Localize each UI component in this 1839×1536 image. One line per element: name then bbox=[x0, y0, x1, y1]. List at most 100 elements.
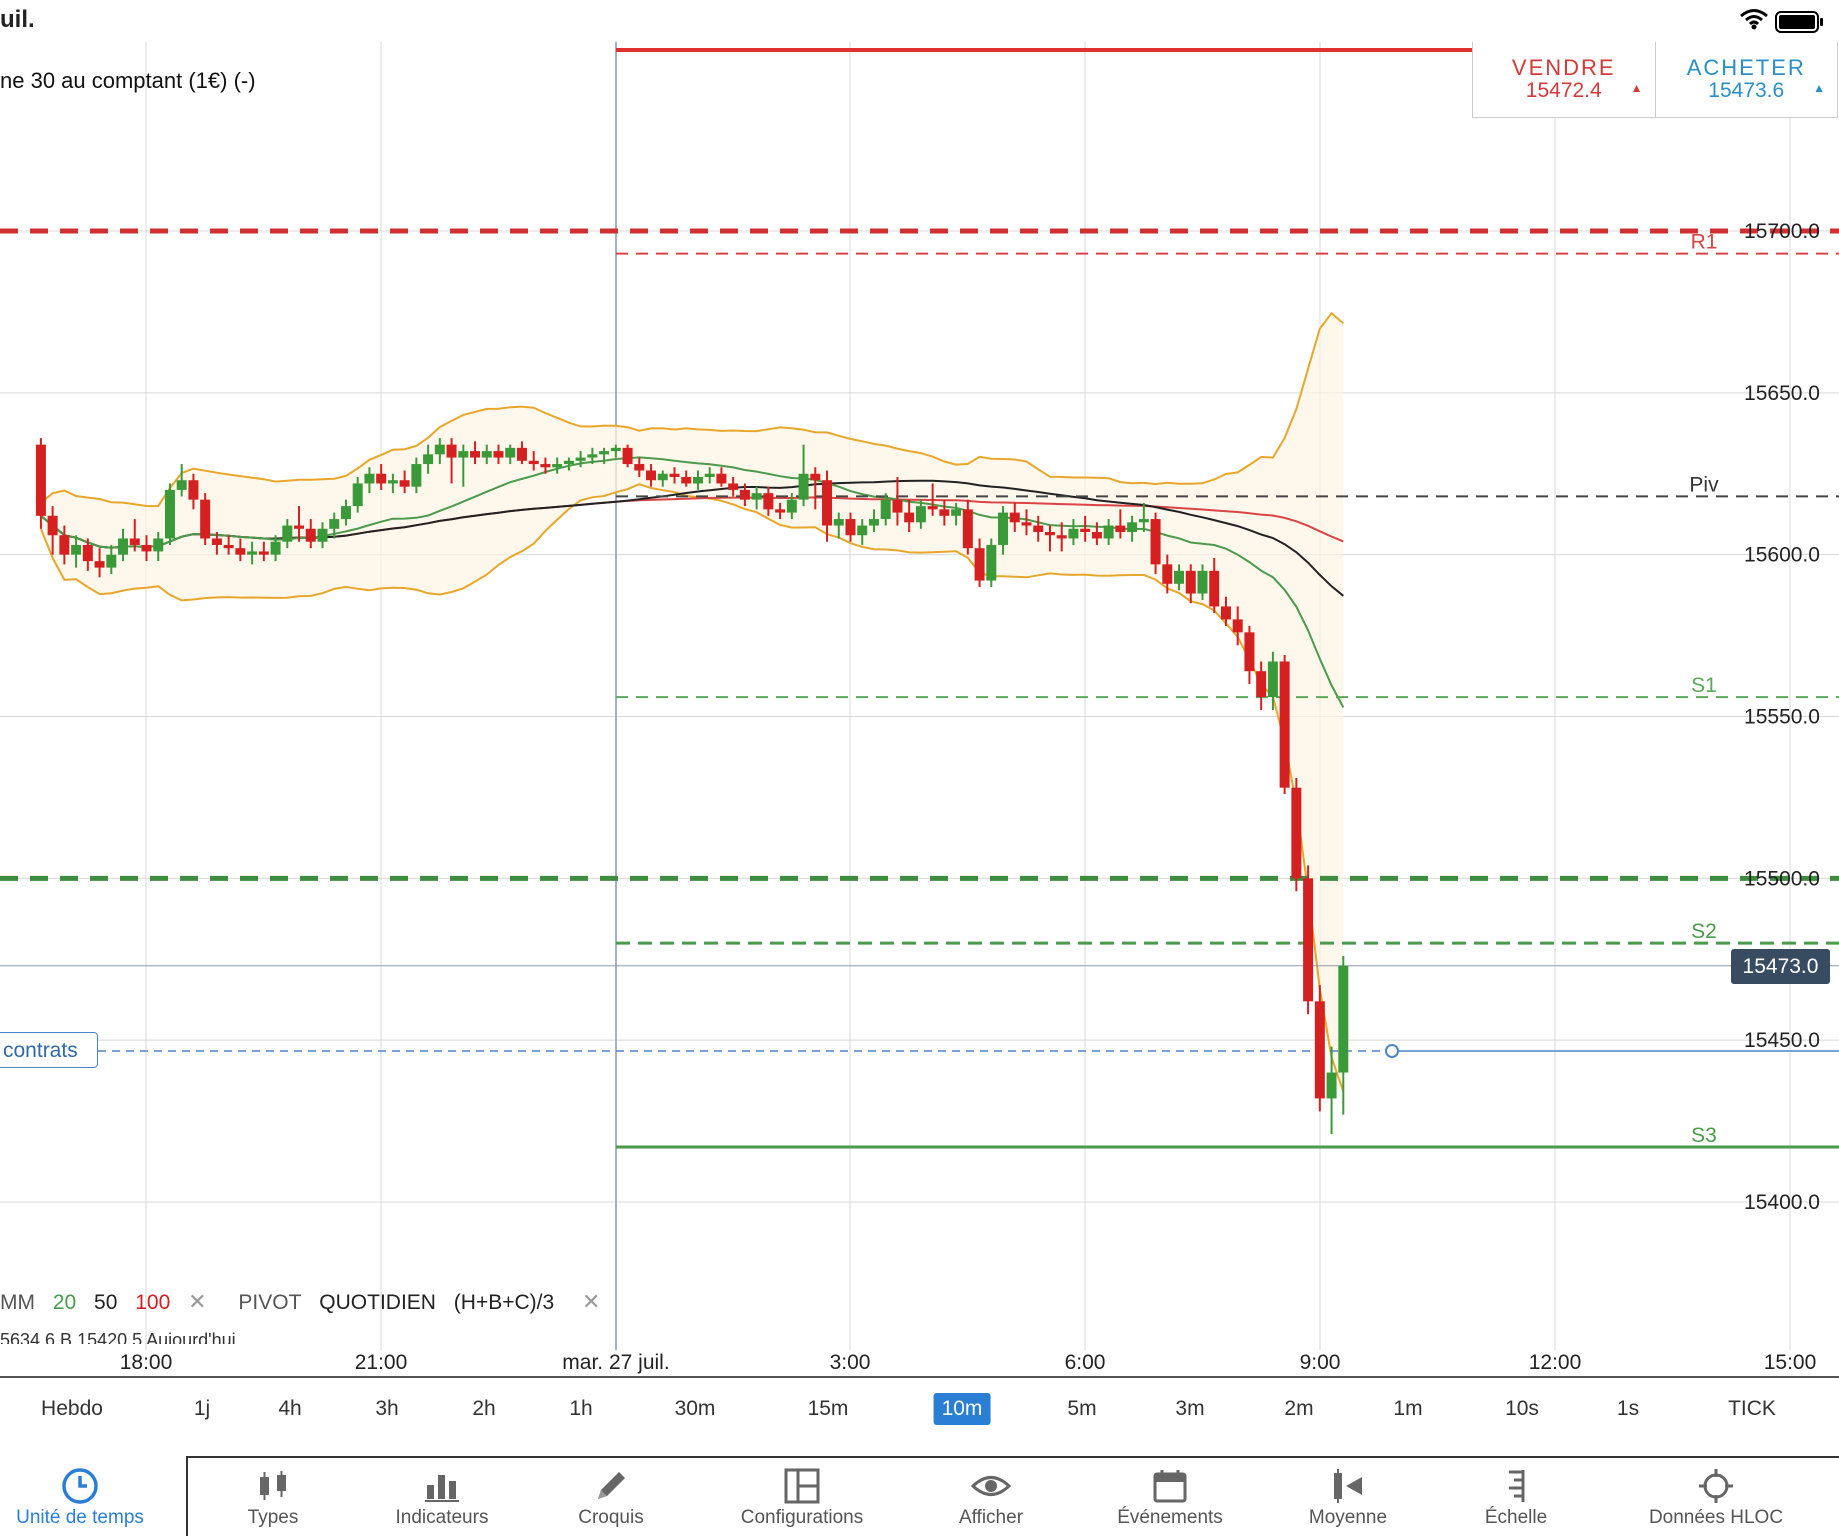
candle bbox=[1232, 606, 1243, 646]
buy-label: ACHETER bbox=[1686, 55, 1806, 80]
hloc-legend-row: 5634.6 B 15420.5 Aujourd'hui bbox=[0, 1330, 236, 1344]
battery-icon bbox=[1775, 11, 1825, 38]
trade-box: VENDRE 15472.4 ▲ ACHETER 15473.6 ▲ bbox=[1472, 40, 1838, 118]
bollinger-lower-line bbox=[39, 483, 1345, 1092]
timeframe-1s[interactable]: 1s bbox=[1616, 1397, 1640, 1420]
toolbar-item-calendar[interactable]: Événements bbox=[1080, 1466, 1260, 1529]
candle bbox=[47, 506, 58, 555]
timeframe-1j[interactable]: 1j bbox=[193, 1397, 211, 1420]
mm-50-label: 50 bbox=[94, 1291, 118, 1314]
candle bbox=[951, 502, 962, 526]
timeframe-2h[interactable]: 2h bbox=[472, 1397, 496, 1420]
timeframe-4h[interactable]: 4h bbox=[278, 1397, 302, 1420]
current-price-tag: 15473.0 bbox=[1731, 949, 1830, 984]
instrument-label: ne 30 au comptant (1€) (-) bbox=[0, 68, 256, 93]
price-chart[interactable]: R1 Piv S1 S2 S3 15700.0 15650.0 15600.0 15550.0 1… bbox=[0, 0, 1839, 1380]
pivot-level-s3-label: S3 bbox=[1691, 1124, 1717, 1147]
pivot-period-label: QUOTIDIEN bbox=[319, 1291, 436, 1314]
candle-body bbox=[223, 544, 234, 549]
x-axis-tick-label: 21:00 bbox=[355, 1351, 408, 1374]
candle bbox=[1267, 651, 1278, 711]
candle-body bbox=[1044, 532, 1055, 536]
toolbar-item-layout[interactable]: Configurations bbox=[712, 1466, 892, 1529]
candle-body bbox=[258, 551, 269, 555]
candle bbox=[962, 499, 973, 555]
candle bbox=[587, 447, 598, 465]
toolbar-item-label: Données HLOC bbox=[1648, 1507, 1784, 1528]
candle-body bbox=[141, 544, 152, 552]
candle-body bbox=[458, 451, 469, 458]
candle bbox=[1033, 515, 1044, 542]
timeframe-tick[interactable]: TICK bbox=[1728, 1397, 1776, 1420]
toolbar-item-label: Événements bbox=[1117, 1507, 1223, 1528]
toolbar-item-bar-chart[interactable]: Indicateurs bbox=[352, 1466, 532, 1529]
timeframe-5m[interactable]: 5m bbox=[1067, 1397, 1097, 1420]
toolbar-item-label: Afficher bbox=[958, 1507, 1024, 1528]
sell-button[interactable]: VENDRE 15472.4 ▲ bbox=[1473, 41, 1655, 117]
candle bbox=[610, 444, 621, 458]
timeframe-10m[interactable]: 10m bbox=[933, 1393, 991, 1425]
timeframe-2m[interactable]: 2m bbox=[1284, 1397, 1314, 1420]
timeframe-hebdo[interactable]: Hebdo bbox=[41, 1397, 103, 1420]
candle-body bbox=[364, 473, 375, 484]
candle bbox=[810, 467, 821, 510]
pivot-level-piv-label: Piv bbox=[1689, 473, 1719, 496]
candle bbox=[1162, 554, 1173, 594]
toolbar-item-scale[interactable]: Échelle bbox=[1426, 1466, 1606, 1529]
candle bbox=[164, 483, 175, 545]
mm-label: MM bbox=[0, 1291, 35, 1314]
candle bbox=[728, 476, 739, 497]
pivot-level-s1-label: S1 bbox=[1691, 674, 1717, 697]
candle-body bbox=[1091, 532, 1102, 539]
candle bbox=[1009, 502, 1020, 533]
toolbar-item-pencil[interactable]: Croquis bbox=[521, 1466, 701, 1529]
timeframe-3h[interactable]: 3h bbox=[375, 1397, 399, 1420]
toolbar-item-clock[interactable]: Unité de temps bbox=[0, 1466, 170, 1529]
candle bbox=[634, 457, 645, 477]
candle-body bbox=[305, 528, 316, 542]
candle-body bbox=[951, 509, 962, 516]
x-axis-tick-label: 9:00 bbox=[1300, 1351, 1341, 1374]
candle-body bbox=[1185, 570, 1196, 594]
candle-body bbox=[986, 544, 997, 581]
clock-icon bbox=[0, 1466, 170, 1506]
x-axis-tick-label: 12:00 bbox=[1529, 1351, 1582, 1374]
y-axis-tick-label: 15400.0 bbox=[1744, 1191, 1820, 1214]
position-label[interactable]: contrats bbox=[0, 1032, 98, 1068]
candle bbox=[998, 506, 1009, 555]
sell-label: VENDRE bbox=[1511, 55, 1616, 80]
candlestick-icon bbox=[183, 1466, 363, 1506]
timeframe-1h[interactable]: 1h bbox=[569, 1397, 593, 1420]
candle-body bbox=[775, 509, 786, 513]
candle-body bbox=[845, 519, 856, 536]
toolbar-item-eye[interactable]: Afficher bbox=[901, 1466, 1081, 1529]
candle-body bbox=[387, 480, 398, 484]
timeframe-15m[interactable]: 15m bbox=[807, 1397, 849, 1420]
toolbar-item-average[interactable]: Moyenne bbox=[1258, 1466, 1438, 1529]
timeframe-30m[interactable]: 30m bbox=[674, 1397, 716, 1420]
remove-pivot-icon[interactable]: ✕ bbox=[582, 1289, 601, 1314]
candle bbox=[176, 464, 187, 497]
candle bbox=[681, 470, 692, 487]
timeframe-10s[interactable]: 10s bbox=[1505, 1397, 1539, 1420]
candle-body bbox=[587, 454, 598, 458]
candle bbox=[786, 493, 797, 520]
candle bbox=[1091, 522, 1102, 545]
toolbar-item-candlestick[interactable]: Types bbox=[183, 1466, 363, 1529]
toolbar-item-crosshair[interactable]: Données HLOC bbox=[1626, 1466, 1806, 1529]
candle bbox=[775, 502, 786, 520]
candle-body bbox=[1056, 535, 1067, 539]
candle bbox=[282, 519, 293, 549]
candle-body bbox=[153, 538, 164, 552]
buy-button[interactable]: ACHETER 15473.6 ▲ bbox=[1654, 41, 1838, 117]
x-axis-tick-label: mar. 27 juil. bbox=[562, 1351, 669, 1374]
candle-body bbox=[340, 506, 351, 520]
candle-body bbox=[1009, 512, 1020, 523]
timeframe-1m[interactable]: 1m bbox=[1393, 1397, 1423, 1420]
candle bbox=[399, 470, 410, 494]
candle bbox=[458, 444, 469, 487]
remove-mm-icon[interactable]: ✕ bbox=[188, 1289, 207, 1314]
candle-body bbox=[1115, 525, 1126, 533]
candle bbox=[552, 457, 563, 474]
timeframe-3m[interactable]: 3m bbox=[1175, 1397, 1205, 1420]
